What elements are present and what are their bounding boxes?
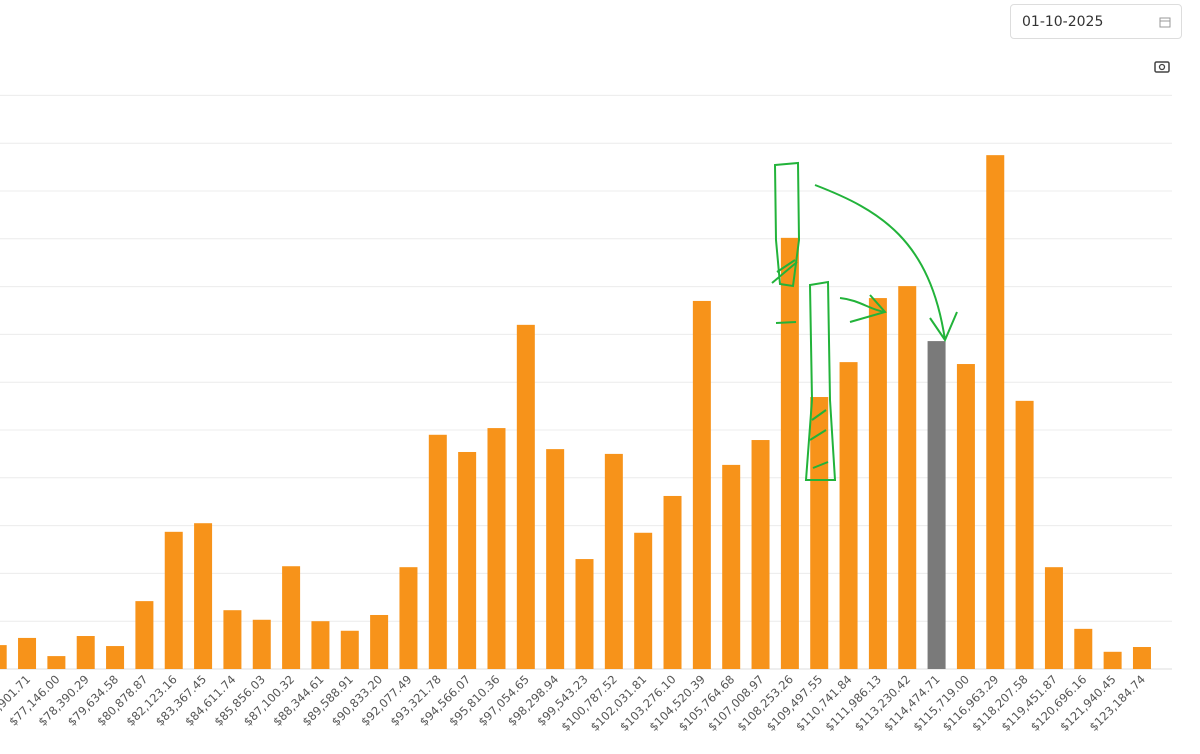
x-tick-label: $104,520.39	[646, 672, 708, 734]
x-tick-label: $115,719.00	[910, 672, 972, 734]
bar	[692, 300, 711, 669]
x-tick-label: $85,856.03	[211, 672, 267, 728]
bar	[311, 621, 330, 669]
x-tick-label: $94,566.07	[417, 672, 473, 728]
bar	[18, 637, 37, 669]
x-tick-label: $107,008.97	[705, 672, 767, 734]
bar	[810, 397, 829, 669]
bar	[780, 237, 799, 669]
x-tick-label: $110,741.84	[793, 672, 855, 734]
bar	[1044, 567, 1063, 669]
x-tick-label: $113,230.42	[852, 672, 914, 734]
x-tick-label: $100,787.52	[558, 672, 620, 734]
x-tick-label: $108,253.26	[734, 672, 796, 734]
x-tick-label: $75,901.71	[0, 672, 33, 728]
x-tick-label: $116,963.29	[940, 672, 1002, 734]
bar	[1103, 651, 1122, 669]
bar	[458, 451, 477, 669]
bar	[868, 298, 887, 669]
bar	[282, 566, 301, 669]
x-tick-label: $82,123.16	[123, 672, 179, 728]
bar	[135, 601, 154, 669]
bar	[370, 614, 389, 669]
x-tick-label: $89,588.91	[299, 672, 355, 728]
x-tick-label: $78,390.29	[35, 672, 91, 728]
x-tick-label: $77,146.00	[6, 672, 62, 728]
date-input[interactable]: 01-10-2025	[1010, 4, 1182, 39]
bar	[1132, 647, 1151, 669]
x-tick-label: $121,940.45	[1057, 672, 1119, 734]
x-tick-label: $87,100.32	[241, 672, 297, 728]
bar	[194, 523, 213, 669]
bar	[223, 610, 242, 669]
x-tick-label: $120,696.16	[1028, 672, 1090, 734]
calendar-icon	[1159, 17, 1171, 28]
bar	[839, 362, 858, 669]
bar	[340, 630, 359, 669]
x-tick-label: $84,611.74	[182, 672, 238, 728]
bar	[487, 428, 506, 669]
x-tick-label: $123,184.74	[1086, 672, 1148, 734]
bar	[546, 449, 565, 669]
x-tick-label: $80,878.87	[94, 672, 150, 728]
bar	[516, 324, 535, 669]
date-value: 01-10-2025	[1022, 14, 1104, 30]
bar	[0, 645, 7, 669]
x-tick-label: $88,344.61	[270, 672, 326, 728]
camera-icon[interactable]	[1154, 61, 1170, 73]
x-tick-label: $105,764.68	[676, 672, 738, 734]
bar	[1015, 400, 1034, 669]
x-tick-label: $97,054.65	[475, 672, 531, 728]
bar	[986, 155, 1005, 669]
x-tick-label: $92,077.49	[358, 672, 414, 728]
x-tick-label: $98,298.94	[505, 672, 561, 728]
bar	[252, 619, 271, 669]
x-tick-label: $103,276.10	[617, 672, 679, 734]
bar	[604, 453, 623, 669]
x-tick-label: $109,497.55	[764, 672, 826, 734]
bar	[164, 531, 183, 669]
x-tick-label: $95,810.36	[446, 672, 502, 728]
bar	[428, 434, 447, 669]
x-tick-label: $102,031.81	[588, 672, 650, 734]
bar	[722, 464, 741, 669]
x-tick-label: $90,833.20	[329, 672, 385, 728]
bar	[663, 495, 682, 669]
x-tick-label: $118,207.58	[969, 672, 1031, 734]
bar	[399, 567, 418, 669]
x-tick-label: $83,367.45	[153, 672, 209, 728]
x-tick-label: $93,321.78	[387, 672, 443, 728]
x-tick-label: $79,634.58	[65, 672, 121, 728]
bar	[898, 286, 917, 669]
bar	[1074, 628, 1093, 669]
bar	[927, 341, 946, 669]
x-tick-label: $99,543.23	[534, 672, 590, 728]
bar	[76, 636, 95, 669]
x-tick-label: $111,986.13	[822, 672, 884, 734]
bar	[751, 440, 770, 669]
x-tick-label: $114,474.71	[881, 672, 943, 734]
annotation	[771, 161, 958, 481]
bar	[47, 656, 66, 669]
bar	[106, 646, 125, 669]
bar	[956, 364, 975, 669]
bar	[634, 532, 653, 669]
x-tick-label: $119,451.87	[998, 672, 1060, 734]
bar	[575, 559, 594, 669]
